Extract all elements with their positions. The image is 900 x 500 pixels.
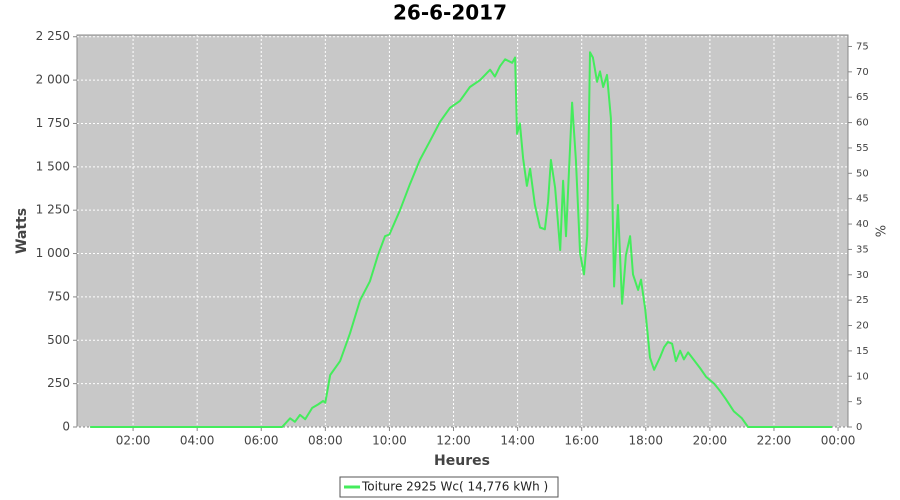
y2-tick-label: 50 bbox=[856, 168, 869, 179]
x-axis-title: Heures bbox=[434, 453, 490, 469]
x-tick-label: 10:00 bbox=[372, 434, 407, 448]
y-tick-label: 0 bbox=[62, 420, 70, 434]
x-tick-label: 00:00 bbox=[821, 434, 856, 448]
y2-tick-label: 5 bbox=[856, 397, 862, 408]
x-tick-label: 12:00 bbox=[436, 434, 471, 448]
y-tick-label: 1 250 bbox=[36, 203, 70, 217]
y-tick-label: 1 500 bbox=[36, 159, 70, 173]
y2-tick-label: 10 bbox=[856, 371, 869, 382]
x-tick-label: 20:00 bbox=[693, 434, 728, 448]
legend-box bbox=[339, 476, 559, 498]
y2-tick-label: 35 bbox=[856, 244, 869, 255]
x-tick-label: 08:00 bbox=[308, 434, 343, 448]
y-axis-title: Watts bbox=[14, 208, 30, 254]
y2-tick-label: 0 bbox=[856, 422, 862, 433]
y-tick-label: 2 000 bbox=[36, 73, 70, 87]
x-tick-label: 16:00 bbox=[564, 434, 599, 448]
y-tick-label: 1 000 bbox=[36, 246, 70, 260]
y2-tick-label: 25 bbox=[856, 295, 869, 306]
y-tick-label: 750 bbox=[47, 289, 70, 303]
y2-tick-label: 55 bbox=[856, 143, 869, 154]
x-tick-label: 18:00 bbox=[628, 434, 663, 448]
plot-area bbox=[76, 34, 849, 428]
y2-tick-label: 45 bbox=[856, 194, 869, 205]
y-tick-label: 2 250 bbox=[36, 29, 70, 43]
y-tick-label: 250 bbox=[47, 376, 70, 390]
x-tick-label: 02:00 bbox=[116, 434, 151, 448]
legend-label: Toiture 2925 Wc( 14,776 kWh ) bbox=[361, 480, 548, 494]
y-tick-label: 1 750 bbox=[36, 116, 70, 130]
series-line bbox=[90, 51, 832, 428]
x-tick-label: 04:00 bbox=[180, 434, 215, 448]
x-tick-label: 22:00 bbox=[757, 434, 792, 448]
y2-tick-label: 75 bbox=[856, 41, 869, 52]
x-tick-label: 06:00 bbox=[244, 434, 279, 448]
y2-tick-label: 30 bbox=[856, 270, 869, 281]
y2-tick-label: 60 bbox=[856, 118, 869, 129]
y2-tick-label: 20 bbox=[856, 321, 869, 332]
y2-tick-label: 70 bbox=[856, 67, 869, 78]
x-tick-label: 14:00 bbox=[500, 434, 535, 448]
chart-title: 26-6-2017 bbox=[393, 1, 507, 25]
y2-tick-label: 65 bbox=[856, 92, 869, 103]
y2-axis-title: % bbox=[875, 225, 890, 237]
y-tick-label: 500 bbox=[47, 333, 70, 347]
legend: Toiture 2925 Wc( 14,776 kWh ) bbox=[339, 476, 559, 498]
y2-tick-label: 40 bbox=[856, 219, 869, 230]
y2-tick-label: 15 bbox=[856, 346, 869, 357]
